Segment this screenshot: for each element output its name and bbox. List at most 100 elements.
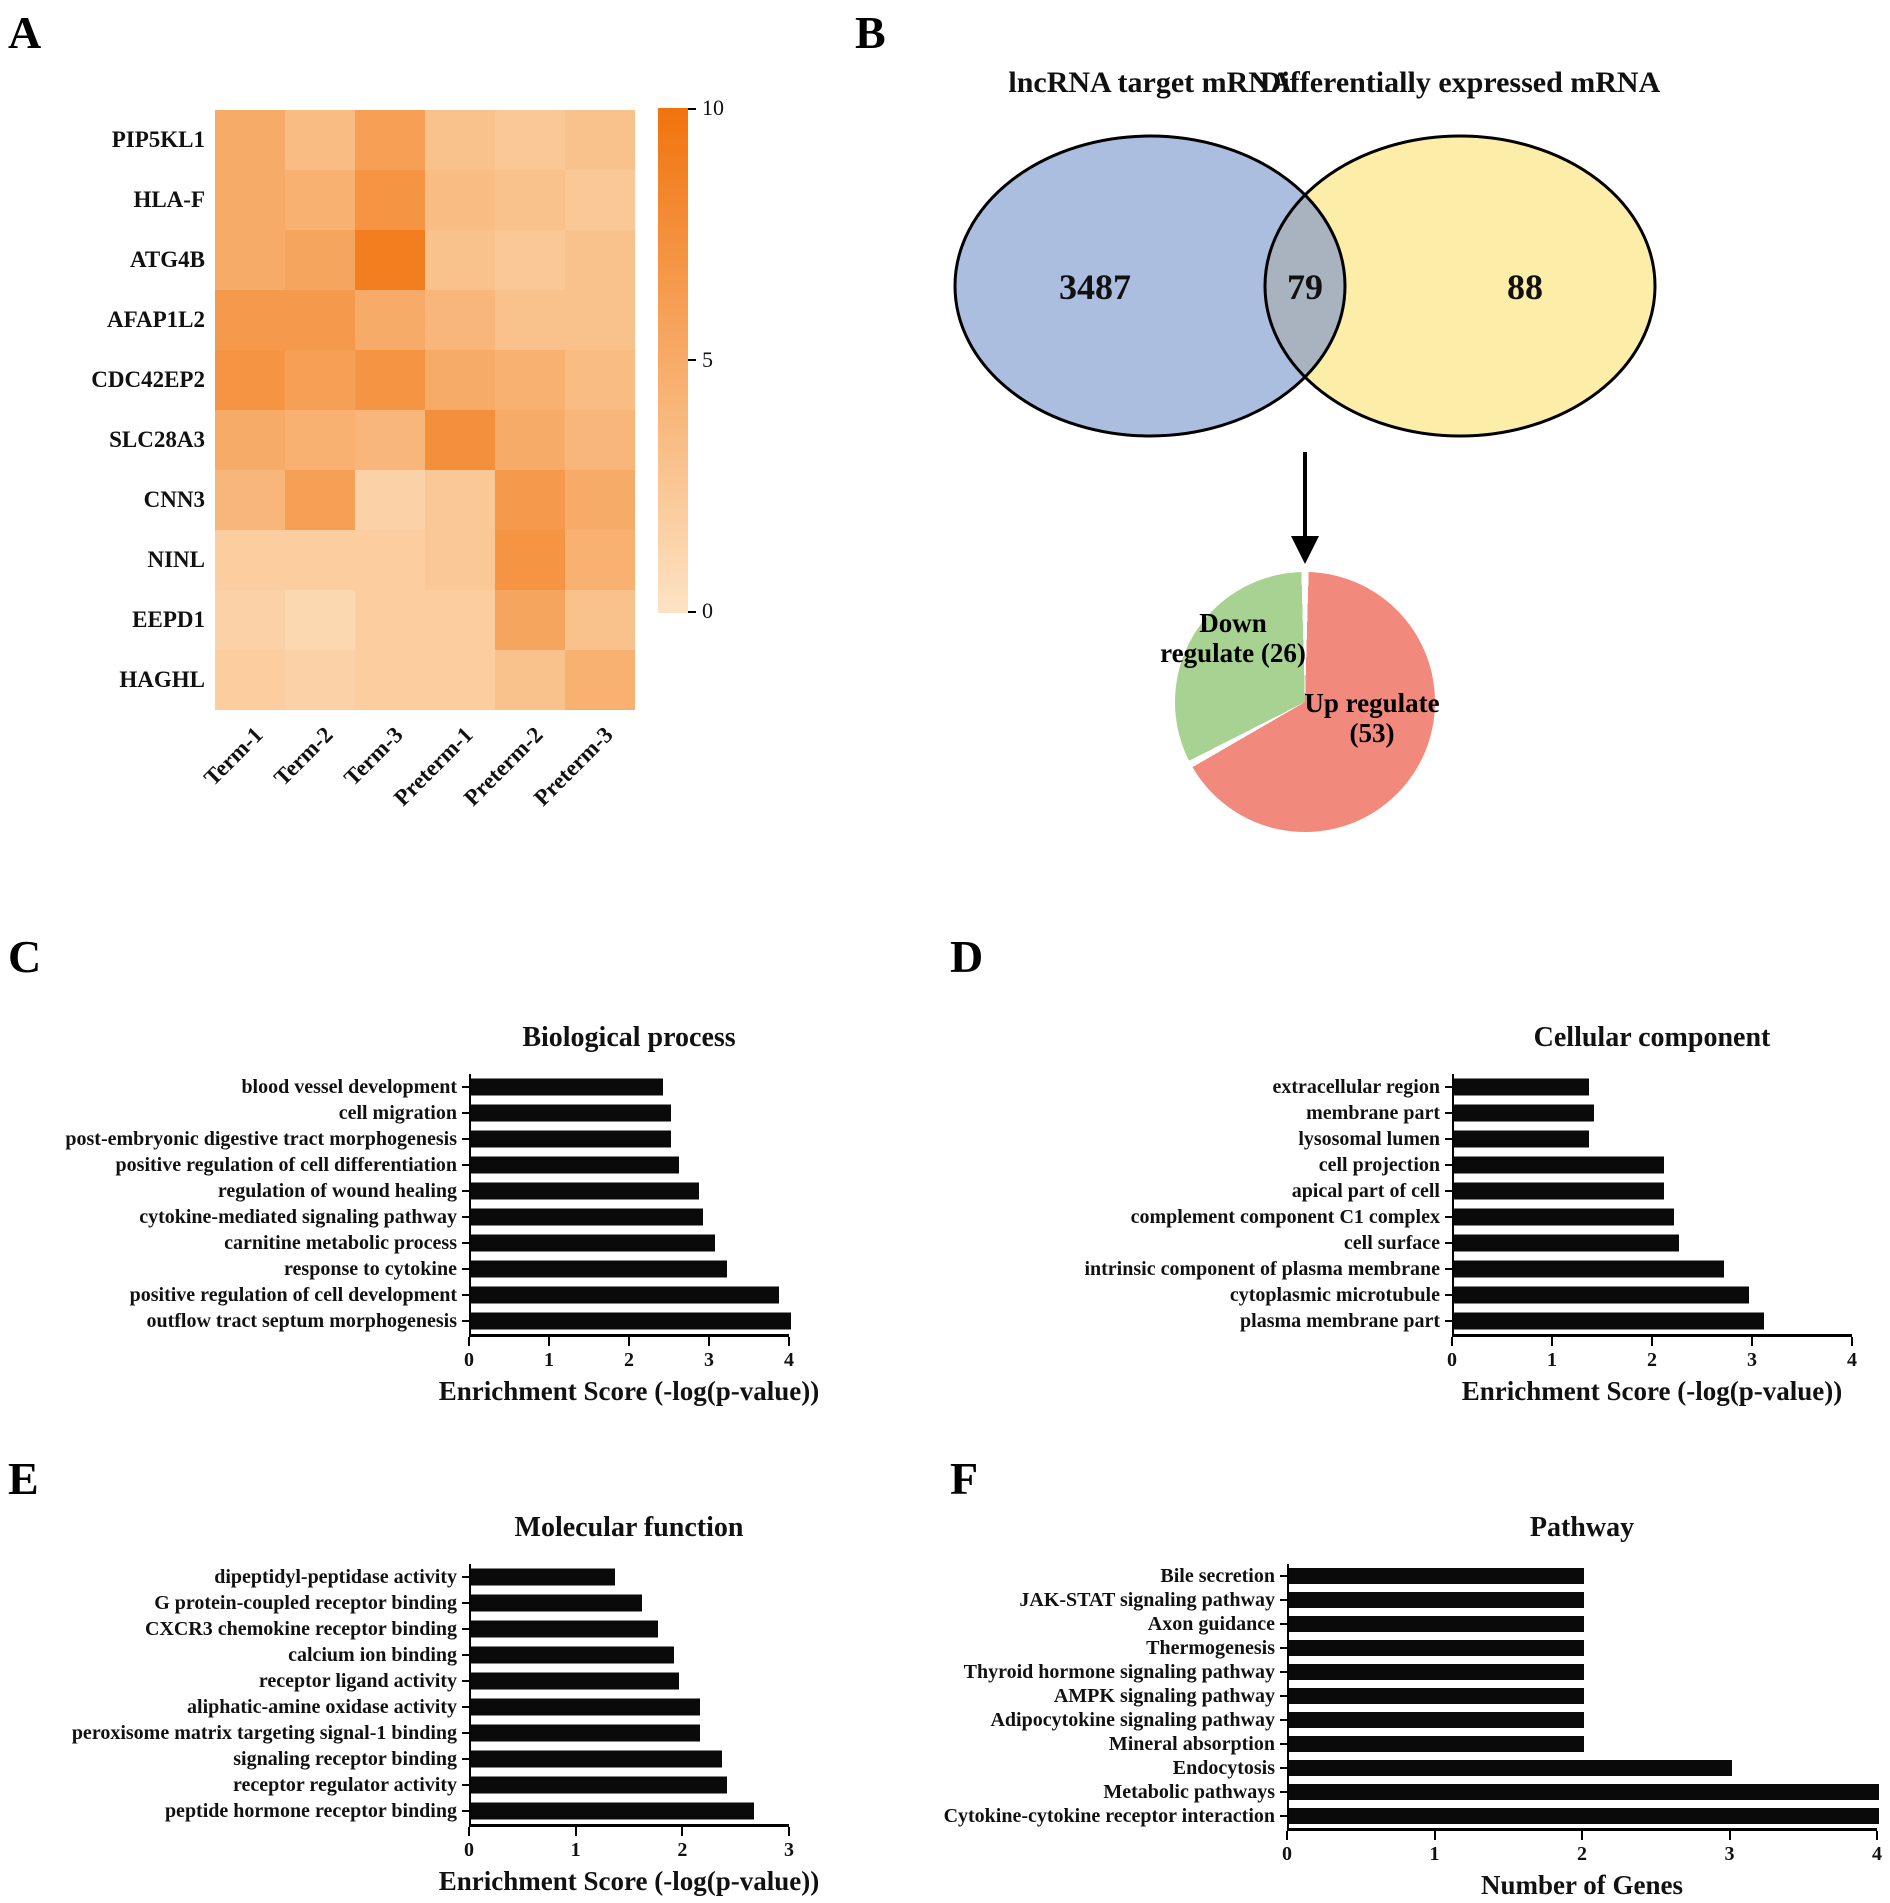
x-axis-tick	[1728, 1831, 1731, 1840]
bar-category-label: positive regulation of cell development	[129, 1284, 457, 1306]
heatmap-cell	[215, 650, 285, 710]
bar-row: intrinsic component of plasma membrane	[950, 1256, 1890, 1282]
bar-row: signaling receptor binding	[12, 1746, 849, 1772]
venn-diagram: 3487 79 88	[953, 134, 1657, 438]
bar-track	[1452, 1178, 1852, 1204]
bar	[1289, 1736, 1584, 1752]
bar-track	[469, 1230, 789, 1256]
bar-track	[469, 1256, 789, 1282]
heatmap-cell	[215, 590, 285, 650]
heatmap-cell	[565, 470, 635, 530]
heatmap-row-label: NINL	[147, 547, 205, 572]
x-axis: 0 1 2 3 4	[1282, 1828, 1882, 1870]
x-tick-label: 1	[570, 1839, 581, 1861]
x-axis-tick	[1451, 1337, 1453, 1346]
heatmap-cell	[215, 410, 285, 470]
heatmap-cell	[425, 470, 495, 530]
x-tick-label: 0	[1447, 1349, 1457, 1371]
y-axis-tick	[1445, 1242, 1452, 1244]
x-tick-label: 0	[464, 1839, 474, 1861]
bar-category-label: Thyroid hormone signaling pathway	[963, 1661, 1275, 1683]
bar-track	[1287, 1660, 1877, 1684]
y-axis-tick	[1280, 1815, 1287, 1817]
x-tick-label: 2	[624, 1349, 634, 1371]
heatmap-cell	[285, 350, 355, 410]
bar-track	[469, 1074, 789, 1100]
heatmap-cell	[565, 650, 635, 710]
heatmap-cell	[425, 590, 495, 650]
bar	[471, 1286, 779, 1304]
colorbar-tick	[688, 359, 696, 361]
y-axis-tick	[462, 1190, 469, 1192]
x-axis-tick	[468, 1337, 470, 1346]
bar	[1289, 1808, 1879, 1824]
y-axis-tick	[462, 1706, 469, 1708]
heatmap-row-label: AFAP1L2	[107, 307, 205, 332]
bar-row: cell migration	[12, 1100, 849, 1126]
venn-right-title: Differentially expressed mRNA	[1259, 66, 1661, 99]
chart-title: Molecular function	[514, 1512, 744, 1543]
bar-row: calcium ion binding	[12, 1642, 849, 1668]
bar-row: Metabolic pathways	[850, 1780, 1890, 1804]
bar-track	[469, 1616, 789, 1642]
bar-track	[1452, 1308, 1852, 1334]
bar-category-label: complement component C1 complex	[1130, 1206, 1440, 1228]
heatmap-cell	[425, 410, 495, 470]
bar-track	[469, 1668, 789, 1694]
x-axis-tick	[1876, 1831, 1878, 1840]
y-axis-tick	[1280, 1719, 1287, 1721]
bar-row: blood vessel development	[12, 1074, 849, 1100]
bar-row: outflow tract septum morphogenesis	[12, 1308, 849, 1334]
x-tick-label: 2	[677, 1839, 688, 1861]
bar-category-label: membrane part	[1306, 1102, 1440, 1124]
bar-row: Axon guidance	[850, 1612, 1890, 1636]
x-axis-tick	[574, 1827, 577, 1836]
bar	[471, 1802, 754, 1820]
bar	[471, 1078, 663, 1096]
y-axis-tick	[1445, 1294, 1452, 1296]
y-axis-tick	[462, 1810, 469, 1812]
x-tick-label: 1	[1547, 1349, 1557, 1371]
x-axis-tick	[681, 1827, 684, 1836]
heatmap-cell	[495, 470, 565, 530]
bar	[1289, 1688, 1584, 1704]
x-tick-label: 2	[1577, 1843, 1587, 1865]
biological-process-chart: Biological process blood vessel developme…	[12, 1022, 849, 1407]
bar-category-label: Metabolic pathways	[1103, 1781, 1275, 1803]
y-axis-tick	[462, 1138, 469, 1140]
bar-track	[469, 1126, 789, 1152]
heatmap-cell	[285, 230, 355, 290]
bar-track	[469, 1178, 789, 1204]
y-axis-tick	[1280, 1791, 1287, 1793]
bar	[1289, 1712, 1584, 1728]
heatmap-cell	[355, 350, 425, 410]
heatmap-cell	[425, 530, 495, 590]
heatmap-cell	[565, 110, 635, 170]
bar-track	[469, 1282, 789, 1308]
bar-track	[1287, 1732, 1877, 1756]
bar-row: complement component C1 complex	[950, 1204, 1890, 1230]
bar	[1454, 1234, 1679, 1252]
bar	[1289, 1664, 1584, 1680]
bar-category-label: AMPK signaling pathway	[1053, 1685, 1275, 1707]
bar-category-label: cytoplasmic microtubule	[1229, 1284, 1440, 1306]
heatmap-cell	[565, 290, 635, 350]
x-axis-title: Enrichment Score (-log(p-value))	[1461, 1376, 1843, 1406]
venn-right-count: 88	[1507, 267, 1543, 307]
venn-overlap-count: 79	[1287, 267, 1323, 307]
bar	[471, 1312, 791, 1330]
heatmap-colorbar: 10 5 0	[658, 97, 748, 628]
heatmap-cell	[285, 590, 355, 650]
chart-title: Biological process	[522, 1022, 736, 1053]
bar-category-label: Endocytosis	[1172, 1757, 1275, 1779]
bar	[471, 1156, 679, 1174]
bar-row: Endocytosis	[850, 1756, 1890, 1780]
bar-category-label: peptide hormone receptor binding	[164, 1800, 457, 1822]
heatmap-cell	[495, 350, 565, 410]
bar-category-label: Mineral absorption	[1108, 1733, 1275, 1755]
colorbar-max-label: 10	[702, 95, 724, 120]
bar-category-label: Adipocytokine signaling pathway	[990, 1709, 1275, 1731]
x-tick-label: 1	[544, 1349, 554, 1371]
bar-track	[469, 1746, 789, 1772]
y-axis-tick	[1280, 1575, 1287, 1577]
